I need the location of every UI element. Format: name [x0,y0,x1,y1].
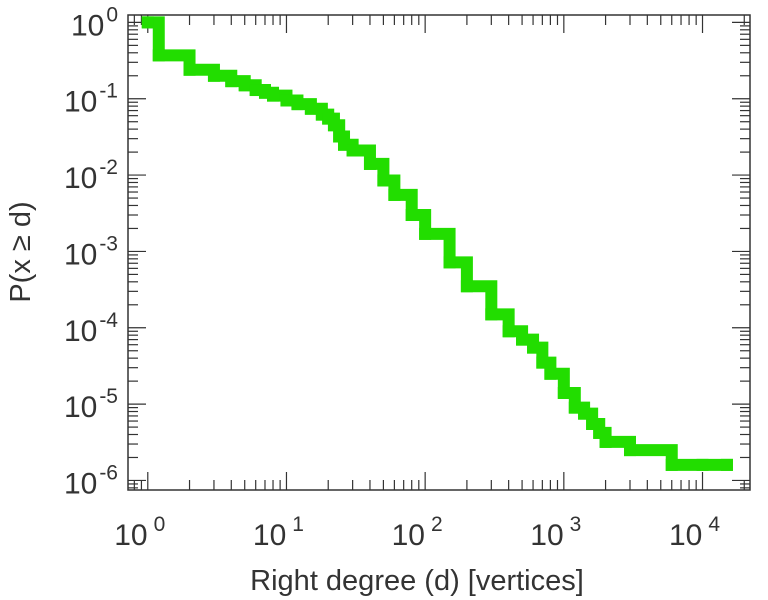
y-tick-label: 10-6 [64,461,118,500]
data-point [141,16,154,29]
major-ticks [128,15,750,490]
x-tick-exponent: 3 [570,513,582,536]
data-point [502,325,515,338]
y-tick-base: 10 [64,467,97,500]
x-tick-label: 10 0 [114,513,165,552]
y-tick-base: 10 [64,391,97,424]
data-point [405,209,418,222]
y-tick-base: 10 [64,315,97,348]
data-point [249,84,262,97]
y-tick-exponent: -4 [99,309,118,332]
data-point [183,63,196,76]
data-point [267,89,280,102]
y-axis-title: P(x ≥ d) [5,201,37,302]
x-tick-label: 10 1 [253,513,304,552]
y-tick-label: 100 [71,3,118,42]
data-point [544,367,557,380]
x-tick-base: 10 [392,519,425,552]
x-tick-base: 10 [669,519,702,552]
data-point [238,79,251,92]
data-point [720,458,733,471]
x-tick-label: 10 3 [530,513,581,552]
data-point [280,94,293,107]
data-point [599,435,612,448]
data-point [346,144,359,157]
data-point [623,444,636,457]
x-tick-labels: 10 0 10 1 10 2 10 3 10 4 [114,513,720,552]
data-point [152,49,165,62]
x-axis-title: Right degree (d) [vertices] [250,565,584,597]
y-tick-exponent: 0 [106,3,118,26]
data-point [665,458,678,471]
data-point [557,386,570,399]
x-tick-label: 10 2 [392,513,443,552]
y-tick-label: 10-1 [64,80,118,119]
y-tick-exponent: -6 [99,461,118,484]
y-tick-exponent: -2 [99,156,118,179]
data-point [696,458,709,471]
y-tick-exponent: -5 [99,385,118,408]
data-point [363,157,376,170]
x-tick-base: 10 [114,519,147,552]
data-point [485,308,498,321]
data-point [419,227,432,240]
data-point [568,401,581,414]
x-tick-base: 10 [530,519,563,552]
y-tick-base: 10 [64,86,97,119]
x-tick-base: 10 [253,519,286,552]
y-tick-base: 10 [71,9,104,42]
x-tick-label: 10 4 [669,513,720,552]
x-tick-exponent: 0 [154,513,166,536]
data-point [327,119,340,132]
x-tick-exponent: 2 [431,513,443,536]
series-layer [141,16,733,471]
y-tick-label: 10-3 [64,232,118,271]
data-point [443,256,456,269]
x-tick-exponent: 4 [708,513,720,536]
data-point [304,102,317,115]
y-tick-label: 10-4 [64,309,118,348]
data-point [578,407,591,420]
x-tick-exponent: 1 [292,513,304,536]
data-point [593,426,606,439]
minor-ticks [128,15,750,490]
data-point [460,280,473,293]
data-point [377,174,390,187]
y-tick-label: 10-5 [64,385,118,424]
y-tick-base: 10 [64,238,97,271]
data-point [225,75,238,88]
plot-frame [127,14,751,491]
data-point [291,98,304,111]
y-tick-label: 10-2 [64,156,118,195]
data-point [516,333,529,346]
data-point [527,341,540,354]
y-tick-exponent: -3 [99,232,118,255]
data-point [207,69,220,82]
series-line [141,16,733,471]
data-point [536,356,549,369]
y-tick-base: 10 [64,162,97,195]
y-tick-exponent: -1 [99,80,118,103]
data-point [388,188,401,201]
